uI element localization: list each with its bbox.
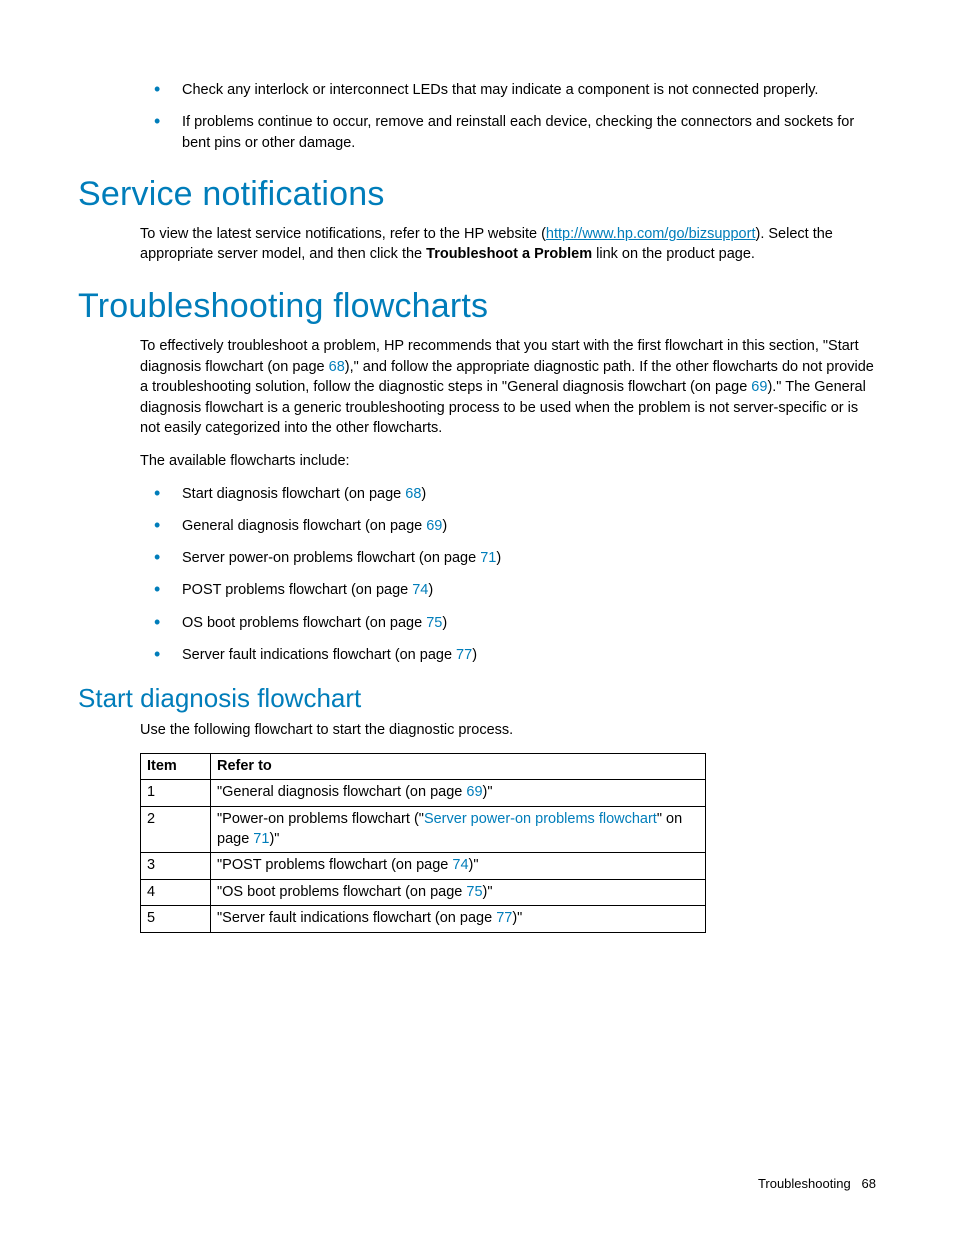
table-row: 4 "OS boot problems flowchart (on page 7… [141,879,706,906]
table-cell-item: 1 [141,780,211,807]
page-ref[interactable]: 75 [466,884,482,900]
service-paragraph: To view the latest service notifications… [140,224,876,265]
text: Start diagnosis flowchart (on page [182,486,405,502]
table-cell-item: 2 [141,807,211,853]
text: POST problems flowchart (on page [182,582,412,598]
text: )" [483,884,493,900]
page-ref[interactable]: 68 [405,486,421,502]
text: Server power-on problems flowchart (on p… [182,550,480,566]
trouble-paragraph-2: The available flowcharts include: [140,451,876,472]
text: ) [428,582,433,598]
heading-troubleshooting-flowcharts: Troubleshooting flowcharts [78,287,876,326]
heading-start-diagnosis: Start diagnosis flowchart [78,683,876,714]
text: ) [442,615,447,631]
heading-service-notifications: Service notifications [78,175,876,214]
text: )" [512,910,522,926]
table-row: 5 "Server fault indications flowchart (o… [141,906,706,933]
page-ref[interactable]: 69 [466,784,482,800]
page-ref[interactable]: 77 [456,647,472,663]
text: ) [421,486,426,502]
table-cell-refer: "Power-on problems flowchart ("Server po… [211,807,706,853]
page-footer: Troubleshooting 68 [758,1176,876,1191]
table-cell-refer: "POST problems flowchart (on page 74)" [211,853,706,880]
list-item: Server fault indications flowchart (on p… [140,645,876,665]
text: )" [269,831,279,847]
page-ref[interactable]: 75 [426,615,442,631]
text: "OS boot problems flowchart (on page [217,884,466,900]
page-ref[interactable]: 69 [751,379,767,395]
table-header-row: Item Refer to [141,753,706,780]
trouble-paragraph-1: To effectively troubleshoot a problem, H… [140,336,876,439]
text: ) [472,647,477,663]
list-item: POST problems flowchart (on page 74) [140,580,876,600]
text: "Power-on problems flowchart (" [217,811,424,827]
table-cell-refer: "OS boot problems flowchart (on page 75)… [211,879,706,906]
text: Server fault indications flowchart (on p… [182,647,456,663]
table-cell-item: 4 [141,879,211,906]
text: OS boot problems flowchart (on page [182,615,426,631]
text: ) [496,550,501,566]
list-item: If problems continue to occur, remove an… [140,112,876,153]
table-header: Item [141,753,211,780]
list-item: Server power-on problems flowchart (on p… [140,548,876,568]
footer-section: Troubleshooting [758,1176,851,1191]
page-ref[interactable]: 77 [496,910,512,926]
text: To view the latest service notifications… [140,226,546,242]
list-item: Check any interlock or interconnect LEDs… [140,80,876,100]
footer-page-number: 68 [862,1176,876,1191]
hp-support-link[interactable]: http://www.hp.com/go/bizsupport [546,226,756,242]
table-header: Refer to [211,753,706,780]
page-ref[interactable]: 69 [426,518,442,534]
table-cell-item: 3 [141,853,211,880]
page-ref[interactable]: 74 [452,857,468,873]
page-content: Check any interlock or interconnect LEDs… [0,0,954,973]
intro-bullet-list: Check any interlock or interconnect LEDs… [140,80,876,153]
table-cell-refer: "Server fault indications flowchart (on … [211,906,706,933]
list-item: Start diagnosis flowchart (on page 68) [140,484,876,504]
list-item: OS boot problems flowchart (on page 75) [140,613,876,633]
page-ref[interactable]: 71 [480,550,496,566]
text: link on the product page. [592,246,755,262]
page-ref[interactable]: 71 [253,831,269,847]
text: "Server fault indications flowchart (on … [217,910,496,926]
table-row: 3 "POST problems flowchart (on page 74)" [141,853,706,880]
flowchart-link[interactable]: Server power-on problems flowchart [424,811,657,827]
table-row: 1 "General diagnosis flowchart (on page … [141,780,706,807]
list-item: General diagnosis flowchart (on page 69) [140,516,876,536]
text: "POST problems flowchart (on page [217,857,452,873]
page-ref[interactable]: 74 [412,582,428,598]
text: "General diagnosis flowchart (on page [217,784,466,800]
start-paragraph: Use the following flowchart to start the… [140,720,876,741]
text: General diagnosis flowchart (on page [182,518,426,534]
bold-text: Troubleshoot a Problem [426,246,592,262]
text: )" [483,784,493,800]
flowchart-list: Start diagnosis flowchart (on page 68) G… [140,484,876,666]
table-row: 2 "Power-on problems flowchart ("Server … [141,807,706,853]
table-cell-refer: "General diagnosis flowchart (on page 69… [211,780,706,807]
table-cell-item: 5 [141,906,211,933]
page-ref[interactable]: 68 [329,359,345,375]
reference-table: Item Refer to 1 "General diagnosis flowc… [140,753,706,933]
text: )" [469,857,479,873]
text: ) [442,518,447,534]
